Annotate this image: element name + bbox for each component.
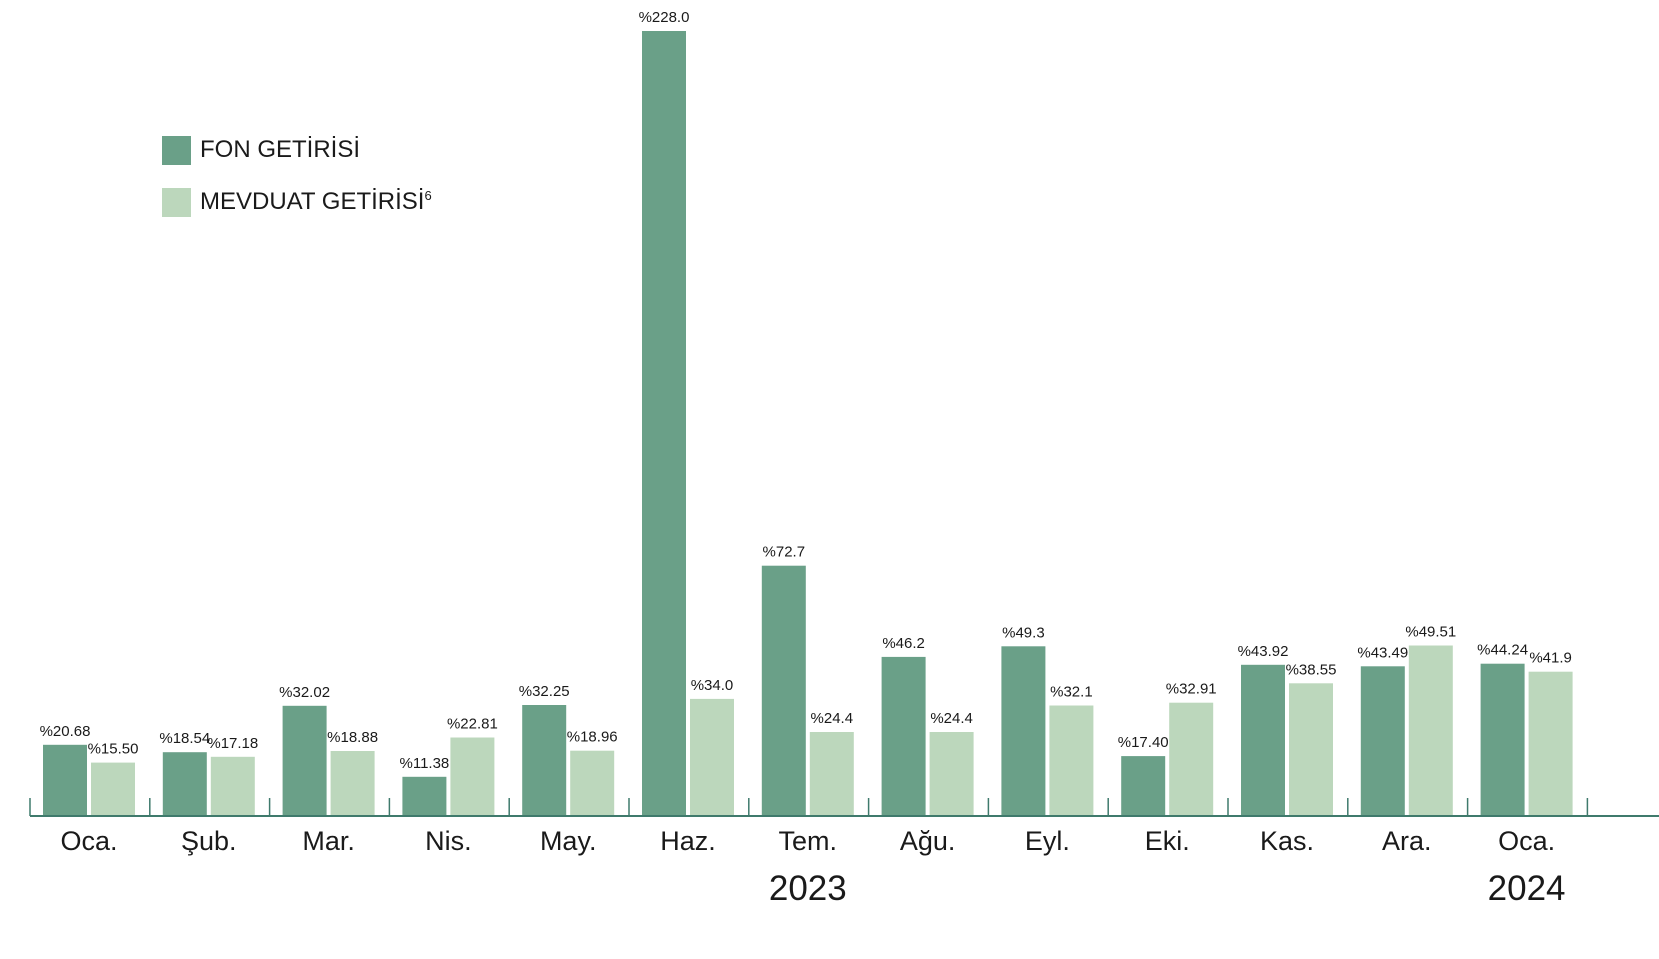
bar-deposit-4 — [570, 750, 615, 816]
x-axis — [29, 798, 1659, 817]
bar-fund-10 — [1241, 664, 1285, 816]
category-label-7: Ağu. — [900, 826, 956, 856]
bar-fund-5 — [642, 31, 686, 816]
value-label-deposit-1: %17.18 — [207, 735, 258, 752]
value-label-fund-4: %32.25 — [519, 683, 570, 700]
bars-layer — [43, 31, 1573, 816]
value-label-deposit-2: %18.88 — [327, 729, 378, 746]
category-label-0: Oca. — [60, 826, 117, 856]
legend: FON GETİRİSİ MEVDUAT GETİRİSİ6 — [162, 135, 432, 239]
value-label-fund-2: %32.02 — [279, 684, 330, 701]
value-label-deposit-6: %24.4 — [811, 710, 854, 727]
bar-deposit-8 — [1049, 705, 1094, 816]
value-label-deposit-12: %41.9 — [1529, 650, 1572, 667]
value-label-deposit-11: %49.51 — [1405, 624, 1456, 641]
bar-deposit-2 — [330, 751, 375, 816]
category-label-9: Eki. — [1145, 826, 1190, 856]
value-label-fund-3: %11.38 — [400, 755, 450, 772]
value-label-fund-10: %43.92 — [1238, 643, 1289, 660]
bar-fund-7 — [881, 656, 926, 816]
value-label-fund-9: %17.40 — [1118, 734, 1169, 751]
category-label-11: Ara. — [1382, 826, 1432, 856]
value-label-deposit-10: %38.55 — [1286, 661, 1337, 678]
bar-deposit-1 — [210, 756, 255, 816]
legend-swatch-fund — [162, 135, 191, 165]
value-label-fund-6: %72.7 — [763, 544, 806, 561]
value-label-fund-8: %49.3 — [1002, 624, 1045, 641]
category-labels-layer: Oca. Şub. Mar. Nis. May. Haz. Tem. Ağu. Eyl. Eki.… — [60, 826, 1555, 856]
bar-deposit-10 — [1289, 683, 1333, 816]
bar-deposit-9 — [1169, 702, 1214, 816]
value-label-deposit-8: %32.1 — [1050, 684, 1093, 701]
value-label-deposit-0: %15.50 — [88, 741, 139, 758]
bar-fund-11 — [1360, 666, 1405, 816]
category-label-8: Eyl. — [1025, 826, 1070, 856]
legend-item-fund: FON GETİRİSİ — [162, 135, 432, 165]
legend-item-deposit: MEVDUAT GETİRİSİ6 — [162, 187, 432, 217]
value-label-fund-0: %20.68 — [40, 723, 91, 740]
category-label-3: Nis. — [425, 826, 472, 856]
category-label-6: Tem. — [779, 826, 838, 856]
value-label-deposit-3: %22.81 — [447, 716, 498, 733]
bar-deposit-5 — [690, 698, 734, 816]
category-label-1: Şub. — [181, 826, 237, 856]
legend-swatch-deposit — [162, 187, 191, 217]
bar-deposit-11 — [1408, 645, 1453, 816]
category-label-4: May. — [540, 826, 597, 856]
value-label-deposit-4: %18.96 — [567, 729, 618, 746]
bar-fund-0 — [43, 744, 87, 816]
bar-deposit-12 — [1528, 671, 1573, 816]
value-label-fund-5: %228.0 — [639, 9, 690, 26]
value-label-fund-11: %43.49 — [1357, 644, 1408, 661]
value-label-fund-12: %44.24 — [1477, 642, 1528, 659]
bar-fund-3 — [402, 776, 447, 816]
bar-fund-8 — [1001, 646, 1046, 816]
category-label-5: Haz. — [660, 826, 716, 856]
legend-label-deposit: MEVDUAT GETİRİSİ6 — [200, 188, 432, 216]
legend-footnote-marker: 6 — [424, 188, 432, 203]
bar-fund-4 — [522, 705, 567, 816]
category-label-12: Oca. — [1498, 826, 1555, 856]
value-label-fund-7: %46.2 — [882, 635, 925, 652]
category-label-2: Mar. — [302, 826, 355, 856]
legend-label-fund: FON GETİRİSİ — [200, 136, 361, 163]
bar-fund-2 — [282, 705, 327, 816]
bar-deposit-6 — [809, 732, 854, 816]
year-label-0: 2023 — [769, 869, 847, 908]
value-label-fund-1: %18.54 — [159, 730, 210, 747]
value-label-deposit-7: %24.4 — [930, 710, 973, 727]
bar-deposit-7 — [929, 732, 974, 816]
bar-deposit-0 — [91, 762, 135, 816]
year-label-1: 2024 — [1488, 869, 1566, 908]
legend-label-deposit-text: MEVDUAT GETİRİSİ — [200, 188, 425, 215]
bar-fund-1 — [162, 752, 207, 816]
bar-fund-12 — [1480, 663, 1525, 816]
bar-fund-6 — [761, 565, 806, 816]
value-label-deposit-9: %32.91 — [1166, 681, 1217, 698]
bar-fund-9 — [1121, 756, 1166, 816]
value-label-deposit-5: %34.0 — [691, 677, 734, 694]
value-labels-layer: %20.68%15.50 %18.54%17.18 %32.02 %18.88 %11.… — [40, 9, 1572, 772]
category-label-10: Kas. — [1260, 826, 1314, 856]
year-labels-layer: 2023 2024 — [769, 869, 1566, 908]
bar-deposit-3 — [450, 737, 495, 816]
